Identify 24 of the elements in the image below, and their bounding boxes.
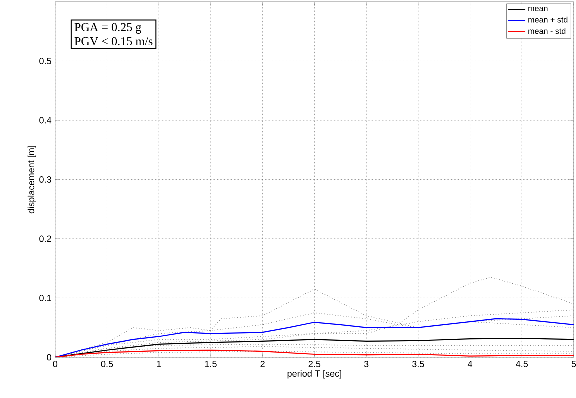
- x-tick-label: 2: [260, 361, 265, 368]
- x-tick-label: 4.5: [516, 361, 528, 368]
- y-tick-label: 0.3: [40, 176, 52, 184]
- x-tick-label: 4: [468, 361, 473, 368]
- x-tick-label: 3.5: [412, 361, 424, 368]
- annotation: PGA = 0.25 g: [74, 23, 142, 34]
- legend-label: mean + std: [528, 17, 568, 23]
- x-tick-label: 0: [53, 361, 58, 368]
- y-tick-label: 0.2: [40, 236, 52, 242]
- x-tick-label: 3: [364, 361, 369, 368]
- x-tick-label: 0.5: [101, 361, 114, 368]
- annotation: PGV < 0.15 m/s: [74, 38, 153, 46]
- x-tick-label: 2.5: [308, 361, 321, 368]
- y-tick-label: 0.4: [40, 117, 52, 124]
- x-tick-label: 5: [572, 361, 576, 368]
- y-tick-label: 0.5: [40, 58, 52, 65]
- legend-label: mean: [528, 7, 548, 12]
- y-axis-title: displacement [m]: [28, 146, 36, 214]
- legend-label: mean - std: [528, 28, 566, 34]
- x-axis-title: period T [sec]: [288, 370, 342, 379]
- x-tick-label: 1.5: [205, 361, 217, 368]
- x-tick-label: 1: [157, 361, 162, 368]
- y-tick-label: 0.1: [40, 295, 52, 302]
- y-tick-label: 0: [47, 354, 52, 361]
